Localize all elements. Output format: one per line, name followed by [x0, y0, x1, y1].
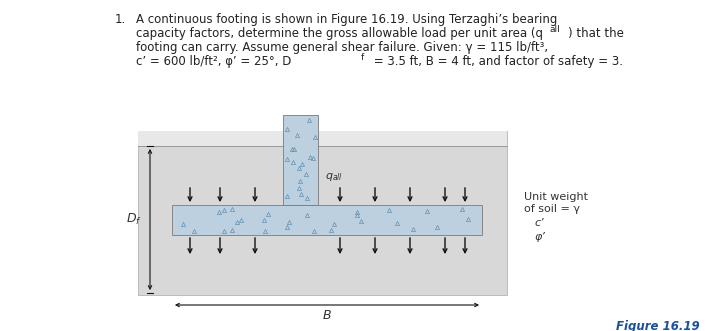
Text: $q_{all}$: $q_{all}$ [325, 171, 343, 183]
Text: A continuous footing is shown in Figure 16.19. Using Terzaghi’s bearing: A continuous footing is shown in Figure … [136, 13, 557, 26]
Text: $D_f$: $D_f$ [127, 212, 142, 227]
Text: Figure 16.19: Figure 16.19 [616, 320, 700, 331]
Text: c’: c’ [534, 218, 544, 228]
Text: $B$: $B$ [322, 309, 332, 322]
Text: c’ = 600 lb/ft², φ’ = 25°, D: c’ = 600 lb/ft², φ’ = 25°, D [136, 55, 291, 68]
Text: 1.: 1. [115, 13, 127, 26]
Text: f: f [361, 53, 365, 62]
Bar [138, 131, 507, 146]
Bar [283, 115, 318, 205]
Text: footing can carry. Assume general shear failure. Given: γ = 115 lb/ft³,: footing can carry. Assume general shear … [136, 41, 548, 54]
Text: Unit weight: Unit weight [524, 192, 588, 202]
Text: capacity factors, determine the gross allowable load per unit area (q: capacity factors, determine the gross al… [136, 27, 543, 40]
Text: all: all [549, 25, 560, 34]
Bar [172, 205, 482, 235]
Bar [138, 131, 507, 295]
Text: φ’: φ’ [534, 232, 545, 242]
Text: of soil = γ: of soil = γ [524, 204, 580, 214]
Text: = 3.5 ft, B = 4 ft, and factor of safety = 3.: = 3.5 ft, B = 4 ft, and factor of safety… [370, 55, 623, 68]
Text: ) that the: ) that the [568, 27, 624, 40]
